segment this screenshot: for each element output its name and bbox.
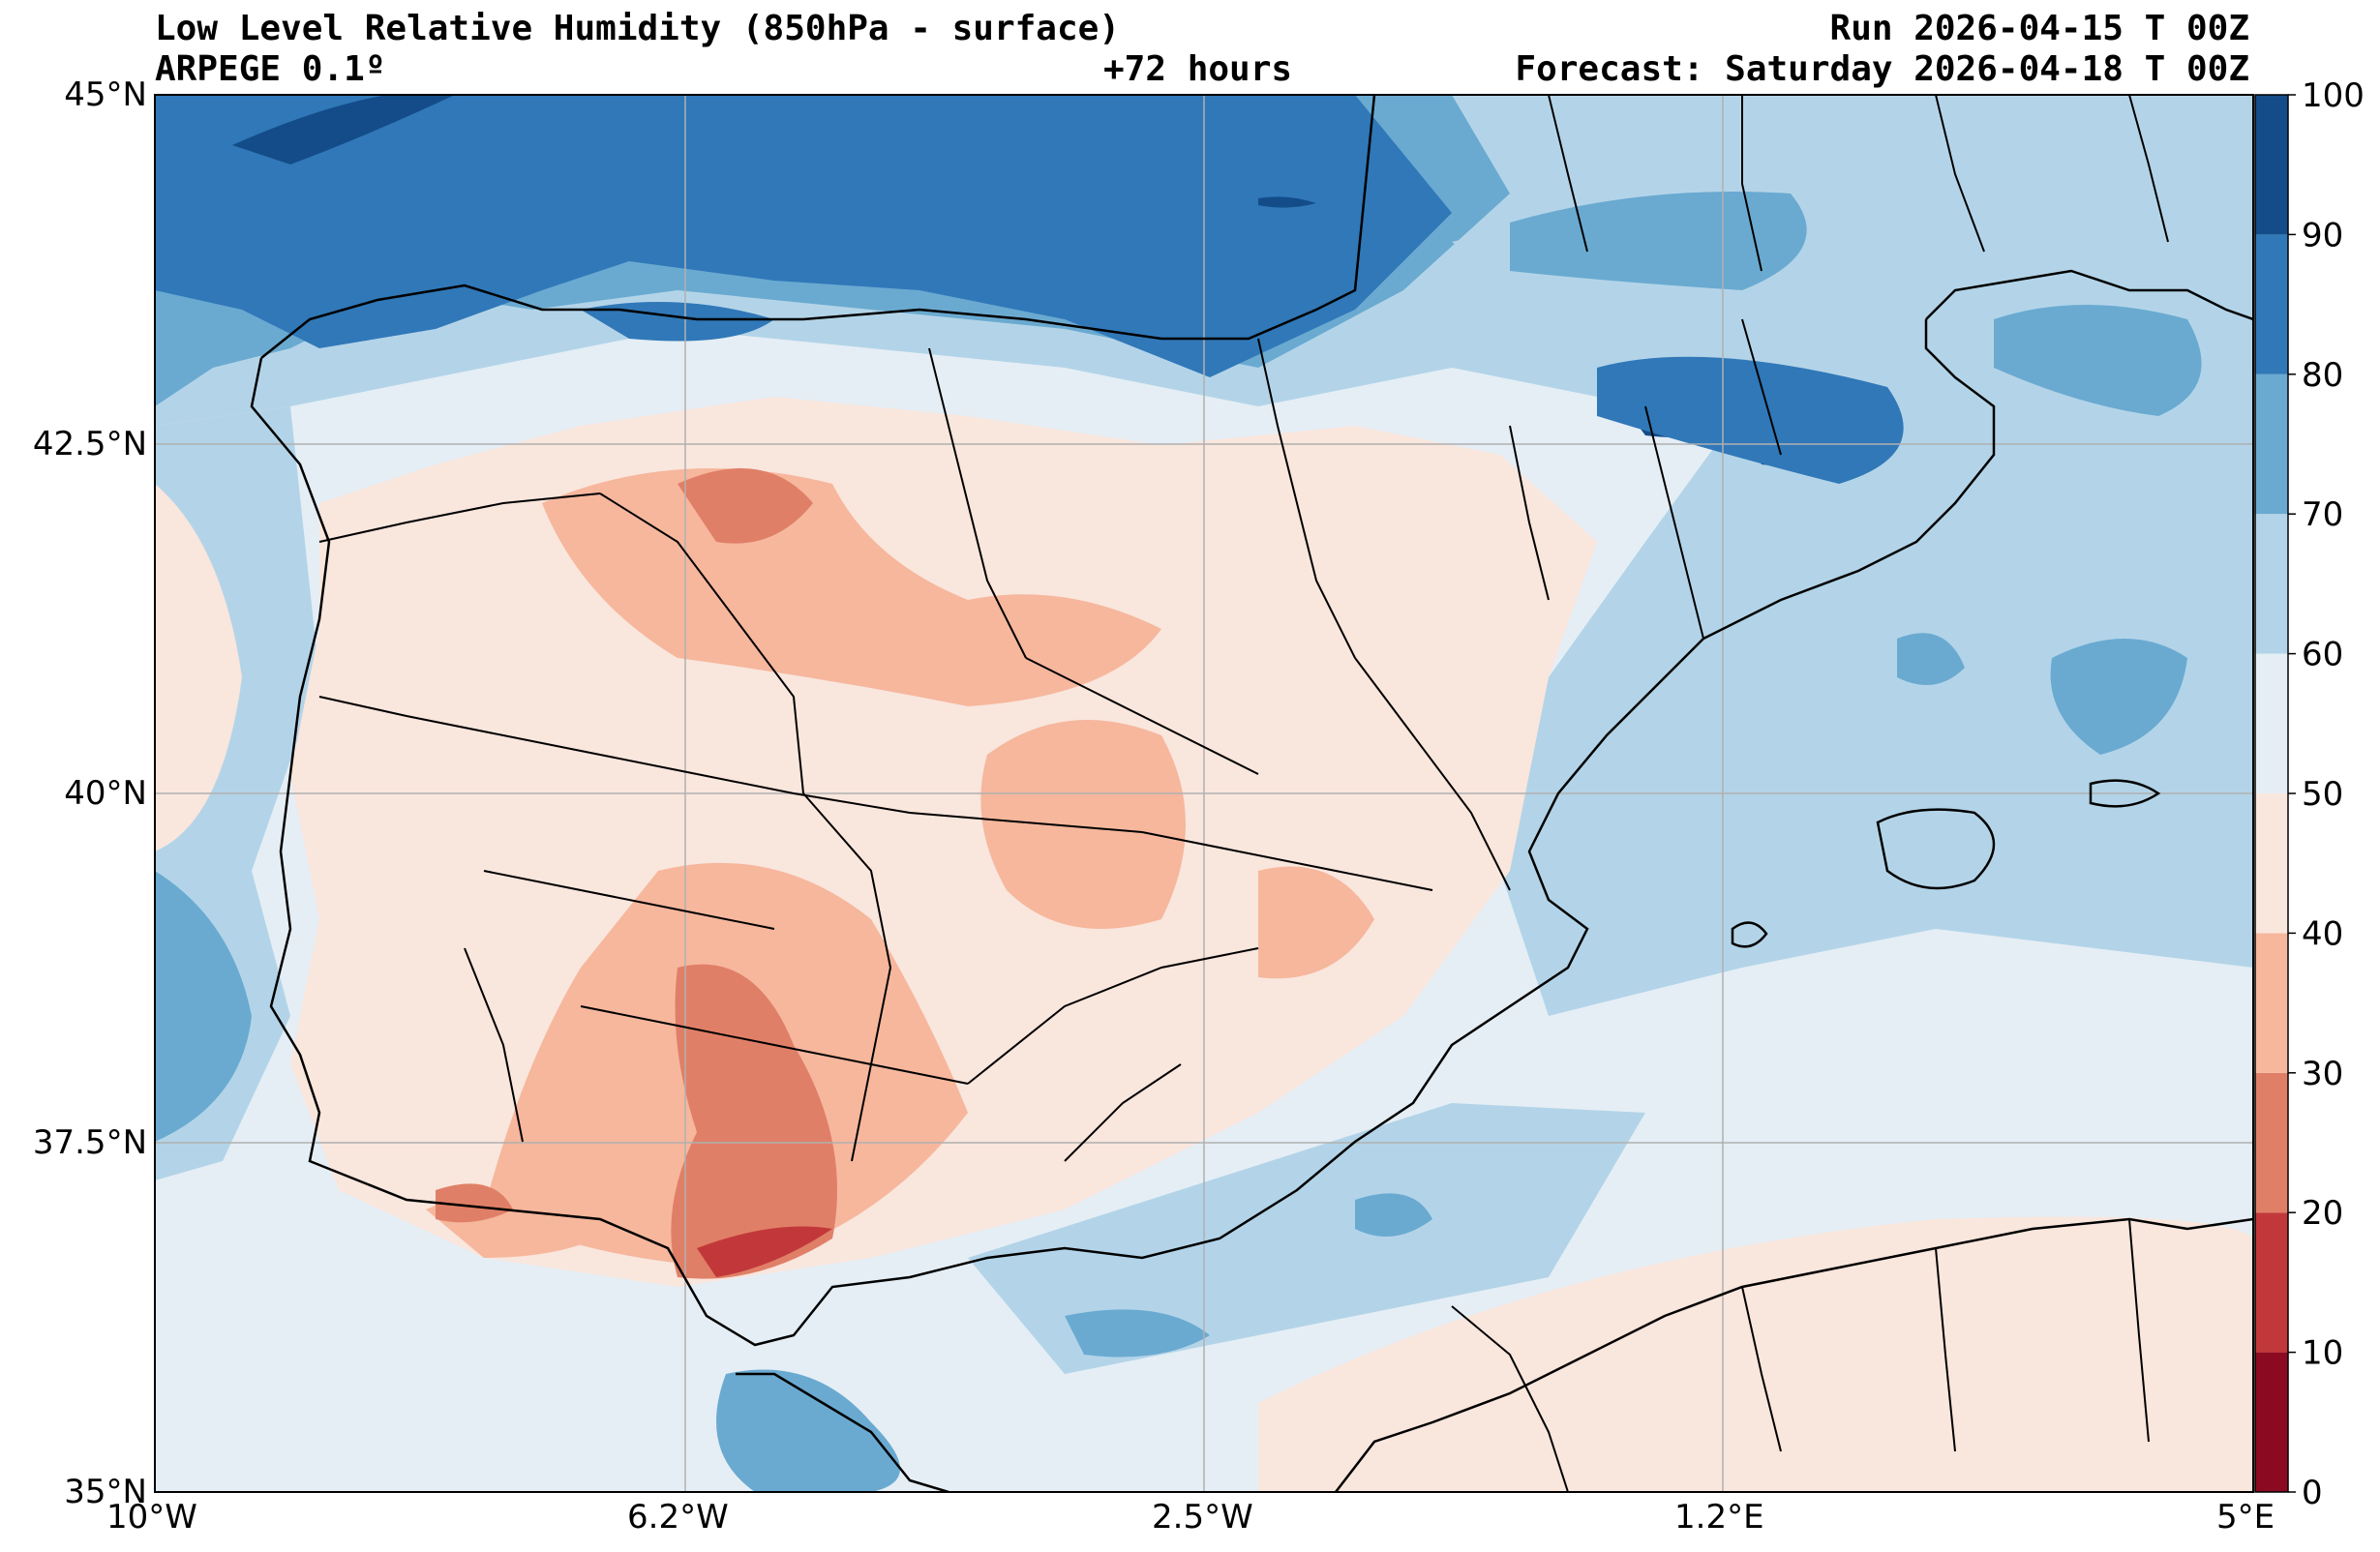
lat-label: 35°N <box>64 1473 147 1511</box>
dry-region <box>436 1183 513 1223</box>
colorbar-cell <box>2255 1072 2288 1213</box>
lat-label: 42.5°N <box>32 425 147 463</box>
colorbar-tick-label: 30 <box>2302 1055 2343 1093</box>
colorbar-tick-label: 50 <box>2302 775 2343 814</box>
humid-region <box>1597 356 1904 484</box>
colorbar-cell <box>2255 793 2288 934</box>
iberia-coastline <box>260 95 1376 359</box>
humid-region <box>968 1103 1645 1374</box>
colorbar-tick-label: 60 <box>2302 636 2343 674</box>
colorbar-tick-label: 100 <box>2302 76 2365 115</box>
lead-time-label: +72 hours <box>1103 49 1293 89</box>
lon-label: 5°E <box>2216 1498 2275 1537</box>
humid-region <box>716 1369 900 1492</box>
dry-region <box>671 964 837 1279</box>
colorbar-cell <box>2255 95 2288 235</box>
humid-region <box>1994 305 2202 416</box>
france-coastline <box>1925 269 2253 321</box>
forecast-label: Forecast: Saturday 2026-04-18 T 00Z <box>1515 49 2249 89</box>
colorbar-tick-label: 90 <box>2302 216 2343 254</box>
dry-region <box>155 484 242 851</box>
dry-region <box>697 1226 832 1277</box>
map-area <box>155 95 2253 1492</box>
colorbar-cell <box>2255 234 2288 374</box>
lat-label: 40°N <box>64 774 147 813</box>
colorbar-cell <box>2255 1352 2288 1492</box>
colorbar-cell <box>2255 653 2288 793</box>
map-title: Low Level Relative Humidity (850hPa - su… <box>155 9 1120 48</box>
run-label: Run 2026-04-15 T 00Z <box>1829 9 2249 48</box>
humid-region <box>2050 639 2187 755</box>
humid-region <box>1355 1193 1432 1237</box>
lon-label: 2.5°W <box>1152 1498 1253 1537</box>
colorbar-cell <box>2255 514 2288 654</box>
colorbar-cell <box>2255 933 2288 1073</box>
map-frame <box>154 94 2254 1493</box>
dry-region <box>1258 1216 2253 1492</box>
colorbar-cell <box>2255 1212 2288 1353</box>
lat-label: 45°N <box>64 75 147 114</box>
humid-region <box>155 871 252 1142</box>
admin-borders <box>318 95 2169 1492</box>
model-label: ARPEGE 0.1º <box>155 49 386 89</box>
lat-label: 37.5°N <box>32 1123 147 1162</box>
humid-region <box>1065 1309 1210 1358</box>
humid-region <box>1258 196 1316 208</box>
humid-region <box>155 95 1452 377</box>
humid-region <box>1510 192 1807 290</box>
colorbar-tick-label: 70 <box>2302 495 2343 534</box>
humid-region <box>232 95 455 164</box>
dry-region <box>1258 866 1374 979</box>
ibiza-coastline <box>1731 921 1768 948</box>
mallorca-coastline <box>1876 808 1996 890</box>
colorbar: 0 10 20 30 40 50 60 70 80 90 100 <box>2254 76 2365 1512</box>
lon-label: 1.2°E <box>1674 1498 1764 1537</box>
dry-region <box>542 468 1161 706</box>
lon-label: 6.2°W <box>627 1498 729 1537</box>
colorbar-tick-label: 80 <box>2302 356 2343 395</box>
humid-region <box>1897 633 1965 685</box>
africa-coastline <box>736 1372 949 1492</box>
colorbar-cell <box>2255 373 2288 515</box>
colorbar-tick-label: 0 <box>2302 1474 2323 1512</box>
colorbar-tick-label: 10 <box>2302 1334 2343 1373</box>
dry-region <box>678 468 813 544</box>
menorca-coastline <box>2089 779 2161 808</box>
lon-label: 10°W <box>106 1498 197 1537</box>
iberia-coastline <box>250 319 1996 1347</box>
dry-region <box>980 720 1186 929</box>
colorbar-tick-label: 20 <box>2302 1194 2343 1233</box>
colorbar-tick-label: 40 <box>2302 914 2343 953</box>
gridlines <box>155 95 2253 1492</box>
